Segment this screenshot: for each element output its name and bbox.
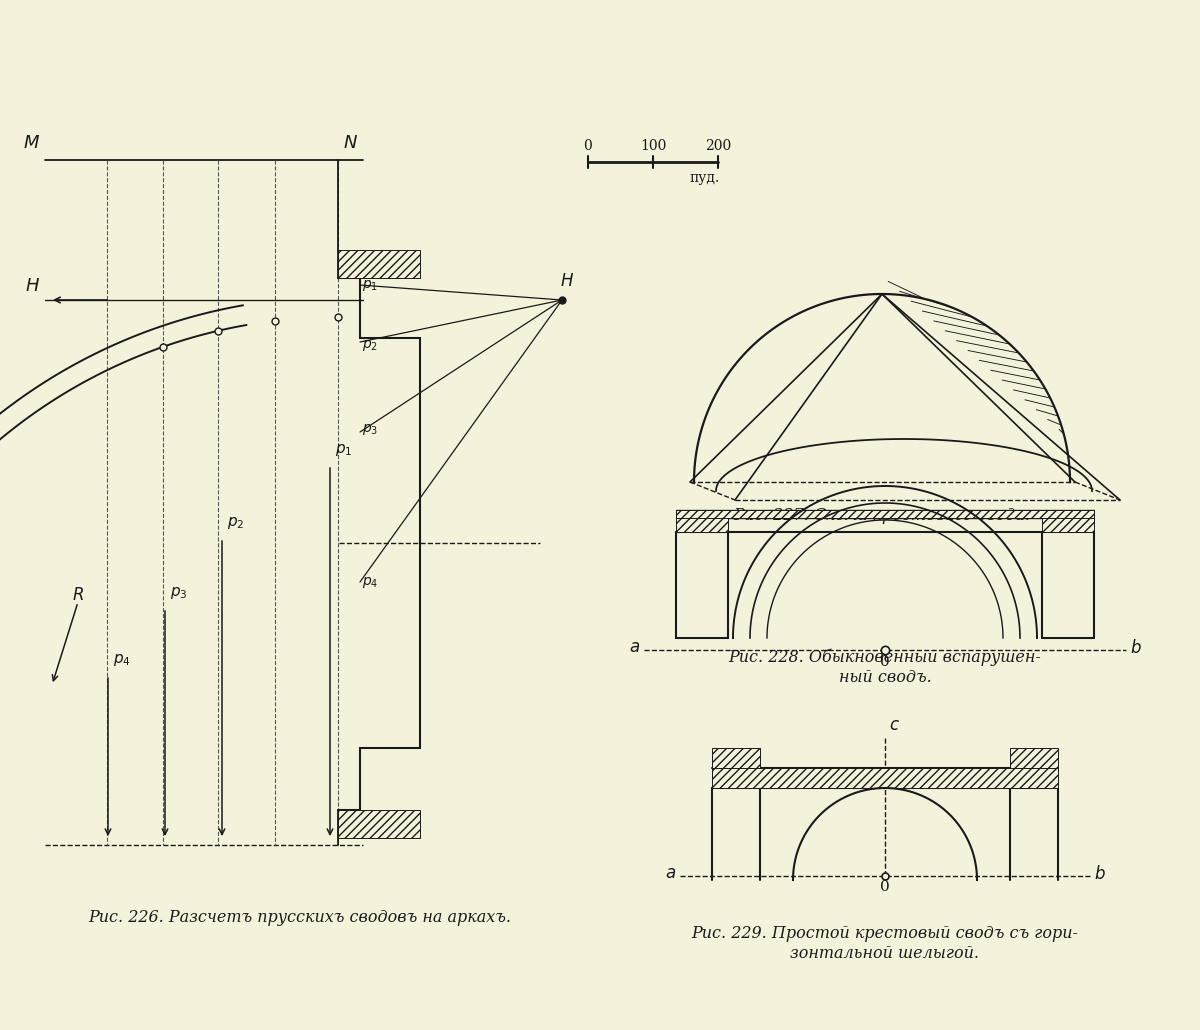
Text: $p_4$: $p_4$ [113,652,131,668]
Text: $a$: $a$ [665,865,676,883]
Text: Рис. 226. Разсчетъ прусскихъ сводовъ на аркахъ.: Рис. 226. Разсчетъ прусскихъ сводовъ на … [89,909,511,926]
Text: $p_2$: $p_2$ [227,515,245,531]
Bar [1042,510,1094,533]
Text: Рис. 227. Схема крестоваго свода.: Рис. 227. Схема крестоваго свода. [733,507,1031,524]
Text: $p_3$: $p_3$ [170,585,187,600]
Bar [338,250,420,278]
Bar [338,810,420,838]
Text: 100: 100 [640,139,666,153]
Text: 0: 0 [880,655,890,670]
Text: $p_1$: $p_1$ [362,278,378,293]
Bar [712,768,1058,788]
Text: $H$: $H$ [25,277,40,295]
Text: пуд.: пуд. [690,171,720,185]
Bar [676,510,728,533]
Text: $R$: $R$ [72,587,84,604]
Text: $N$: $N$ [343,134,358,152]
Text: $c$: $c$ [889,717,900,734]
Text: $M$: $M$ [23,134,40,152]
Text: $p_2$: $p_2$ [362,338,378,353]
Text: Рис. 228. Обыкновенный вспарушен-
ный сводъ.: Рис. 228. Обыкновенный вспарушен- ный св… [728,649,1042,686]
Text: $p_3$: $p_3$ [362,422,378,437]
Text: $a$: $a$ [629,640,640,656]
Text: $p_4$: $p_4$ [362,575,378,590]
Text: 0: 0 [880,880,890,894]
Bar [676,510,1094,518]
Bar [1010,748,1058,768]
Text: $p_1$: $p_1$ [335,442,353,458]
Text: 200: 200 [704,139,731,153]
Text: Рис. 229. Простой крестовый сводъ съ гори-
зонтальной шелыгой.: Рис. 229. Простой крестовый сводъ съ гор… [691,925,1079,962]
Text: $b$: $b$ [1094,865,1105,883]
Text: $H$: $H$ [560,273,574,290]
Text: $b$: $b$ [1130,639,1141,657]
Bar [712,748,760,768]
Text: 0: 0 [583,139,593,153]
